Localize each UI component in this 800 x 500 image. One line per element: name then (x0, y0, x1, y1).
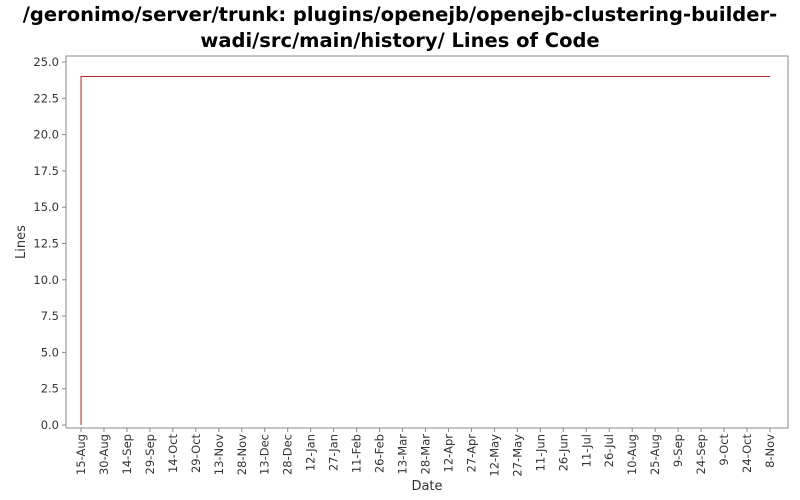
x-tick-label: 11-Jul (579, 434, 593, 467)
x-tick-label: 14-Oct (166, 434, 180, 473)
series-layer (80, 76, 770, 425)
x-tick-label: 12-Jan (304, 434, 318, 471)
x-tick-label: 28-Dec (281, 434, 295, 475)
x-tick-label: 10-Aug (625, 434, 639, 475)
y-tick-label: 2.5 (41, 382, 59, 396)
x-tick-label: 27-Jan (327, 434, 341, 471)
y-axis: 0.0 2.5 5.0 7.5 10.0 12.5 15.0 17.5 20.0 22.5 25.0 (33, 55, 66, 432)
chart-title: /geronimo/server/trunk: plugins/openejb/… (0, 2, 800, 54)
y-tick-label: 10.0 (33, 273, 59, 287)
y-tick-label: 5.0 (41, 345, 59, 359)
y-tick-label: 7.5 (41, 309, 59, 323)
x-tick-label: 28-Nov (235, 434, 249, 475)
x-tick-label: 27-Apr (464, 434, 478, 473)
x-tick-label: 8-Nov (763, 434, 777, 468)
x-tick-label: 24-Sep (694, 434, 708, 474)
y-tick-label: 25.0 (33, 55, 59, 69)
chart-title-line-2: wadi/src/main/history/ Lines of Code (200, 29, 600, 52)
y-tick-label: 20.0 (33, 128, 59, 142)
x-tick-label: 11-Jun (533, 434, 547, 471)
x-tick-label: 9-Oct (717, 434, 731, 466)
x-tick-label: 28-Mar (419, 434, 433, 475)
x-tick-label: 26-Jul (602, 434, 616, 467)
y-axis-label: Lines (14, 225, 29, 259)
x-tick-label: 29-Oct (189, 434, 203, 473)
x-tick-label: 15-Aug (74, 434, 88, 475)
x-tick-label: 14-Sep (120, 434, 134, 474)
y-tick-label: 22.5 (33, 91, 59, 105)
x-tick-label: 13-Nov (212, 434, 226, 475)
y-tick-label: 12.5 (33, 237, 59, 251)
y-tick-label: 17.5 (33, 164, 59, 178)
x-tick-label: 27-May (510, 434, 524, 477)
x-axis-label: Date (411, 479, 442, 494)
x-tick-label: 26-Feb (373, 434, 387, 473)
x-tick-label: 12-Apr (441, 434, 455, 473)
series-line (80, 76, 770, 425)
x-tick-label: 30-Aug (97, 434, 111, 475)
x-tick-label: 13-Dec (258, 434, 272, 475)
x-tick-label: 26-Jun (556, 434, 570, 471)
chart-title-line-1: /geronimo/server/trunk: plugins/openejb/… (22, 3, 778, 26)
y-tick-label: 15.0 (33, 200, 59, 214)
plot-area (65, 55, 789, 429)
x-tick-label: 25-Aug (648, 434, 662, 475)
x-tick-label: 13-Mar (396, 434, 410, 475)
x-tick-label: 24-Oct (740, 434, 754, 473)
x-axis: 15-Aug 30-Aug 14-Sep 29-Sep 14-Oct 29-Oct 13-N… (74, 428, 777, 477)
y-tick-label: 0.0 (41, 418, 59, 432)
x-tick-label: 29-Sep (143, 434, 157, 474)
x-tick-label: 9-Sep (671, 434, 685, 467)
x-tick-label: 12-May (487, 434, 501, 477)
x-tick-label: 11-Feb (350, 434, 364, 473)
